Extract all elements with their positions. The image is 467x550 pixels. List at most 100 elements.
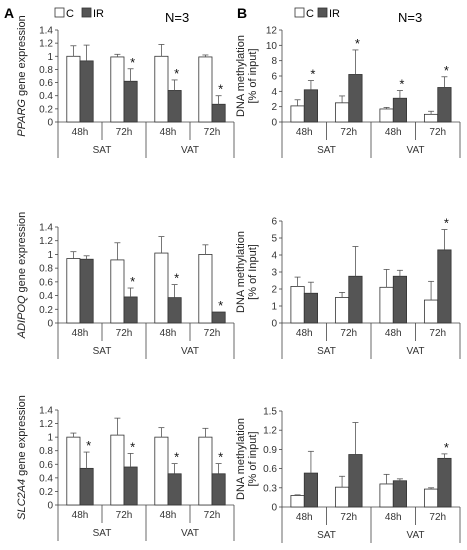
bar-c: [110, 56, 125, 123]
x-tick-label: 72h: [429, 328, 446, 339]
group-label: SAT: [317, 346, 336, 357]
bar-ir: [437, 457, 452, 508]
y-tick-label: 4: [271, 251, 277, 262]
y-tick-label: 1.4: [39, 223, 53, 234]
y-tick-label: 12: [266, 26, 278, 37]
bar-c: [379, 483, 394, 508]
significance-mark: *: [130, 274, 135, 289]
bar-ir: [437, 87, 452, 123]
x-tick-label: 72h: [116, 127, 133, 138]
legend-c-swatch-right: [294, 7, 305, 18]
bar-ir: [392, 275, 408, 324]
x-tick-label: 72h: [204, 510, 221, 521]
x-tick-label: 72h: [429, 512, 446, 523]
y-axis-label-line2: [% of input]: [247, 431, 259, 486]
bar-c: [110, 259, 125, 324]
y-tick-label: 0: [47, 319, 53, 330]
y-axis-label-line2: [% of input]: [247, 48, 259, 103]
y-tick-label: 0.8: [39, 264, 53, 275]
y-tick-label: 1.2: [263, 426, 277, 437]
y-tick-label: 6: [271, 217, 277, 228]
y-tick-label: 1: [47, 433, 53, 444]
charts: 0 0.2 0.4 0.6 0.8 1 1.2 1.4 PPARG gene expressio…: [16, 15, 461, 543]
bar-c: [154, 252, 169, 324]
legend-c-label-right: C: [306, 8, 314, 20]
bar-ir: [348, 275, 363, 324]
y-tick-label: 1.4: [39, 26, 53, 37]
chart-3: 0 0.2 0.4 0.6 0.8 1 1.2 1.4 ADIPOQ gene expressi…: [16, 212, 235, 359]
x-tick-label: 48h: [296, 328, 313, 339]
y-tick-label: 10: [266, 41, 278, 52]
bar-c: [334, 297, 350, 324]
y-tick-label: 0.6: [39, 460, 53, 471]
significance-mark: *: [218, 450, 223, 465]
significance-mark: *: [444, 216, 449, 231]
group-label: VAT: [181, 145, 199, 156]
bar-c: [154, 436, 169, 506]
panel-label-a: A: [4, 5, 14, 21]
chart-6: 0 0.3 0.6 0.9 1.2 1.5 DNA methylation [% of inp…: [235, 407, 461, 543]
y-tick-label: 0.4: [39, 473, 53, 484]
legend-ir-swatch-left: [81, 7, 92, 18]
significance-mark: *: [444, 440, 449, 455]
group-label: SAT: [317, 530, 336, 541]
x-tick-label: 48h: [72, 328, 89, 339]
y-tick-label: 0: [47, 501, 53, 512]
panel-label-b: B: [237, 5, 247, 21]
x-tick-label: 48h: [160, 328, 177, 339]
x-tick-label: 48h: [160, 127, 177, 138]
group-label: SAT: [93, 346, 112, 357]
y-axis-label-gene: PPARG: [16, 99, 28, 137]
n-label-left: N=3: [165, 10, 189, 25]
bar-c: [198, 254, 213, 324]
x-tick-label: 72h: [429, 127, 446, 138]
significance-mark: *: [130, 55, 135, 70]
legend-ir-swatch-right: [317, 7, 328, 18]
y-tick-label: 6: [271, 72, 277, 83]
y-tick-label: 0.6: [263, 464, 277, 475]
legends: C IR N=3 C IR N=3: [54, 7, 422, 25]
y-axis-label-rest: gene expression: [16, 395, 28, 479]
bar-ir: [392, 97, 408, 123]
significance-mark: *: [86, 438, 91, 453]
bar-ir: [211, 473, 226, 506]
group-label: SAT: [93, 528, 112, 539]
y-tick-label: 0.8: [39, 65, 53, 76]
significance-mark: *: [130, 439, 135, 454]
bar-c: [423, 488, 439, 508]
y-tick-label: 1.5: [263, 407, 277, 418]
y-axis-label-line1: DNA methylation: [235, 231, 247, 313]
y-tick-label: 0: [271, 319, 277, 330]
y-tick-label: 0.2: [39, 305, 53, 316]
x-tick-label: 48h: [385, 512, 402, 523]
x-tick-label: 48h: [385, 328, 402, 339]
group-label: VAT: [407, 145, 425, 156]
y-axis-label-line2: [% of Input]: [247, 244, 259, 300]
bar-c: [423, 299, 439, 324]
group-label: VAT: [407, 530, 425, 541]
significance-mark: *: [310, 67, 315, 82]
n-label-right: N=3: [398, 10, 422, 25]
y-tick-label: 4: [271, 87, 277, 98]
x-tick-label: 72h: [116, 328, 133, 339]
x-tick-label: 72h: [340, 512, 357, 523]
bar-ir: [79, 258, 94, 324]
y-axis-label: PPARG gene expression: [16, 15, 28, 136]
bar-c: [290, 286, 305, 324]
y-tick-label: 1.2: [39, 419, 53, 430]
significance-mark: *: [399, 77, 404, 92]
group-label: VAT: [181, 346, 199, 357]
panel-labels: A B: [4, 5, 247, 21]
y-tick-label: 0: [271, 118, 277, 129]
bar-ir: [303, 89, 319, 123]
y-axis-label-gene: SLC2A4: [16, 479, 28, 520]
y-tick-label: 0.8: [39, 446, 53, 457]
y-tick-label: 0.4: [39, 291, 53, 302]
chart-2: 0 2 4 6 8 10 12 DNA methylation [% of input] 48h 7…: [235, 26, 461, 158]
bar-ir: [167, 297, 182, 324]
y-tick-label: 0.2: [39, 104, 53, 115]
x-tick-label: 48h: [72, 127, 89, 138]
bar-c: [379, 286, 394, 324]
y-axis-label-rest: gene expression: [16, 15, 28, 99]
